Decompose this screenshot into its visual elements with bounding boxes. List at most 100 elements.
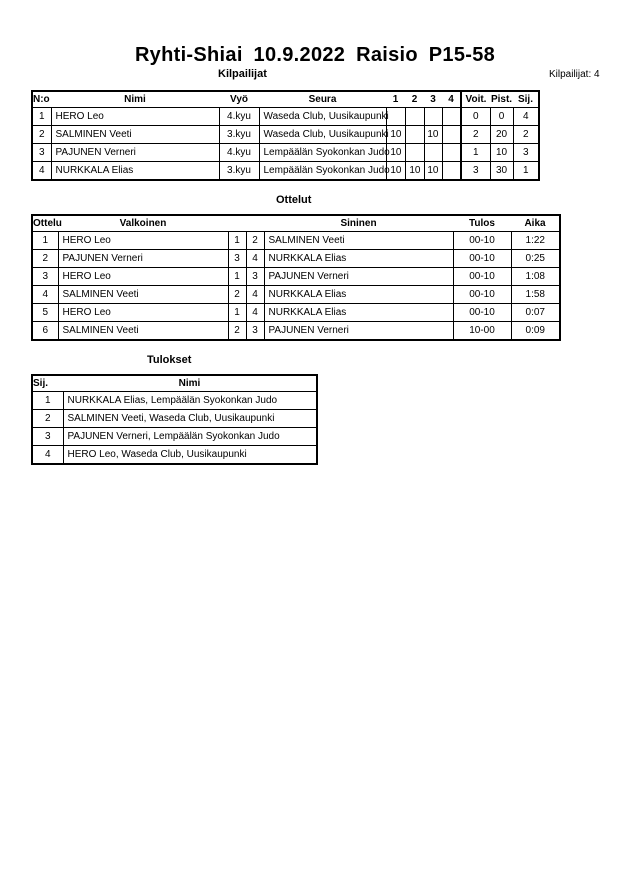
table-row: 2 PAJUNEN Verneri 3 4 NURKKALA Elias 00-10 0:2… [31,249,561,268]
cell-points: 0 [489,107,514,126]
column-header: Ottelu [33,218,62,229]
cell-bn: 3 [245,267,265,286]
column-header: Sininen [340,218,377,229]
cell-rank: 1 [31,391,64,410]
cell-club: Lempäälän Syokonkan Judo [258,143,390,162]
cell-club: Waseda Club, Uusikaupunki [258,125,389,144]
cell-s4 [441,107,462,126]
column-header: N:o [33,94,50,105]
cell-no: 6 [31,321,59,341]
cell-wins: 1 [460,143,491,162]
cell-rank: 4 [512,107,540,126]
cell-belt: 4.kyu [218,143,260,162]
cell-no: 4 [31,285,59,304]
cell-s2 [404,107,425,126]
cell-wins: 3 [460,161,491,181]
column-header: Sij. [517,94,533,105]
cell-name: SALMINEN Veeti [50,125,220,144]
cell-blue: NURKKALA Elias [263,249,454,268]
cell-wn: 1 [227,303,247,322]
cell-rank: 2 [31,409,64,428]
table-row: 6 SALMINEN Veeti 2 3 PAJUNEN Verneri 10-00 0:0… [31,321,561,341]
cell-wn: 3 [227,249,247,268]
cell-s3 [423,107,443,126]
cell-no: 2 [31,249,59,268]
cell-belt: 3.kyu [218,161,260,181]
competitors-heading: Kilpailijat [218,68,267,80]
column-header: 2 [411,94,418,105]
cell-result: 10-00 [452,321,512,341]
cell-bn: 4 [245,303,265,322]
cell-result: 00-10 [452,285,512,304]
cell-s2 [404,125,425,144]
column-header: 3 [430,94,436,105]
cell-bn: 4 [245,285,265,304]
cell-s1 [385,107,406,126]
cell-bn: 3 [245,321,265,341]
table-row: 2 SALMINEN Veeti, Waseda Club, Uusikaupun… [31,409,318,428]
cell-no: 1 [31,107,52,126]
cell-no: 5 [31,303,59,322]
cell-points: 10 [489,143,514,162]
page-title: Ryhti-Shiai 10.9.2022 Raisio P15-58 [134,44,496,66]
cell-time: 1:58 [510,285,561,304]
table-row: 1 HERO Leo 1 2 SALMINEN Veeti 00-10 1:22 [31,231,561,250]
cell-s3 [423,143,443,162]
cell-time: 1:22 [510,231,561,250]
competitor-count: Kilpailijat: 4 [549,69,600,80]
column-header: Sij. [33,378,49,389]
table-row: 4 HERO Leo, Waseda Club, Uusikaupunki [31,445,318,465]
cell-no: 2 [31,125,52,144]
cell-s3: 10 [423,125,443,144]
table-row: 3 PAJUNEN Verneri, Lempäälän Syokonkan Ju… [31,427,318,446]
cell-bn: 4 [245,249,265,268]
results-table: Sij. Nimi 1 NURKKALA Elias, Lempäälän Syoko… [31,374,318,465]
cell-white: HERO Leo [57,303,229,322]
cell-s4 [441,125,462,144]
table-row: 3 HERO Leo 1 3 PAJUNEN Verneri 00-10 1:08 [31,267,561,286]
column-header: Pist. [490,94,513,105]
cell-time: 0:07 [510,303,561,322]
matches-heading: Ottelut [276,194,312,206]
cell-name: HERO Leo [50,107,220,126]
table-row: 3 PAJUNEN Verneri 4.kyu Lempäälän Syokonkan… [31,143,540,162]
cell-s2 [404,143,425,162]
cell-no: 4 [31,161,52,181]
cell-s4 [441,161,462,181]
cell-belt: 4.kyu [218,107,260,126]
cell-s2: 10 [404,161,425,181]
column-header: Nimi [124,94,146,105]
column-header: Seura [308,94,337,105]
cell-white: PAJUNEN Verneri [57,249,229,268]
cell-blue: PAJUNEN Verneri [263,267,454,286]
cell-rank: 3 [512,143,540,162]
cell-rank: 3 [31,427,64,446]
cell-no: 3 [31,267,59,286]
cell-name: PAJUNEN Verneri [50,143,220,162]
cell-blue: SALMINEN Veeti [263,231,454,250]
cell-club: Lempäälän Syokonkan Judo [258,161,390,181]
table-row: 4 SALMINEN Veeti 2 4 NURKKALA Elias 00-10 1:58 [31,285,561,304]
cell-name: NURKKALA Elias [50,161,220,181]
column-header: Valkoinen [119,218,167,229]
cell-points: 30 [489,161,514,181]
cell-white: SALMINEN Veeti [57,285,229,304]
cell-result: 00-10 [452,267,512,286]
cell-s3: 10 [423,161,443,181]
cell-belt: 3.kyu [218,125,260,144]
cell-result: 00-10 [452,249,512,268]
cell-wins: 0 [460,107,491,126]
table-row: 2 SALMINEN Veeti 3.kyu Waseda Club, Uusikau… [31,125,540,144]
cell-wn: 2 [227,285,247,304]
cell-time: 1:08 [510,267,561,286]
cell-wins: 2 [460,125,491,144]
cell-s1: 10 [385,125,406,144]
cell-name: HERO Leo, Waseda Club, Uusikaupunki [62,445,318,465]
table-row: 5 HERO Leo 1 4 NURKKALA Elias 00-10 0:07 [31,303,561,322]
cell-rank: 2 [512,125,540,144]
table-row: 1 HERO Leo 4.kyu Waseda Club, Uusikaupunki 0… [31,107,540,126]
cell-wn: 1 [227,231,247,250]
cell-time: 0:25 [510,249,561,268]
cell-no: 1 [31,231,59,250]
cell-rank: 4 [31,445,64,465]
